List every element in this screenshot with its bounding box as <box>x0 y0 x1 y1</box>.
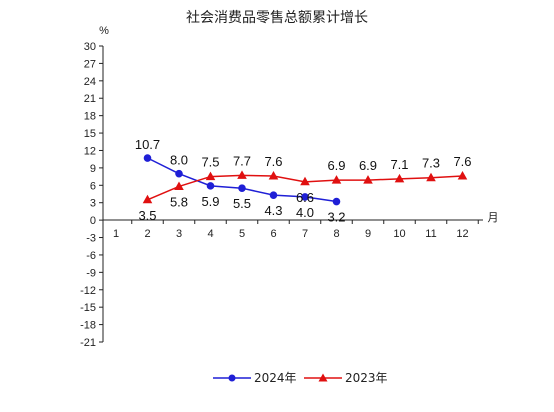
point-2023 <box>142 194 153 204</box>
x-tick-label: 12 <box>456 228 468 240</box>
y-tick-label: -12 <box>80 285 96 297</box>
x-tick-label: 6 <box>270 228 276 240</box>
legend-item-2023: 2023年 <box>304 371 388 385</box>
point-2024 <box>143 154 152 162</box>
x-tick-label: 5 <box>239 228 245 240</box>
data-label-2023: 7.7 <box>233 153 251 168</box>
y-tick-label: -21 <box>80 337 96 349</box>
data-label-2024: 5.5 <box>233 196 251 211</box>
data-label-2024: 5.9 <box>201 194 219 209</box>
data-label-2023: 7.6 <box>264 154 282 169</box>
data-label-2024: 4.0 <box>296 205 314 220</box>
y-tick-label: -3 <box>86 233 96 245</box>
x-tick-label: 7 <box>302 228 308 240</box>
x-tick-label: 2 <box>144 228 150 240</box>
data-label-2023: 5.8 <box>170 194 188 209</box>
data-label-2023: 7.6 <box>453 154 471 169</box>
y-tick-label: 27 <box>84 58 96 70</box>
y-tick-label: 24 <box>84 76 96 88</box>
y-tick-label: 12 <box>84 145 96 157</box>
y-tick-label: 18 <box>84 111 96 123</box>
y-tick-label: 3 <box>90 198 96 210</box>
x-axis-ticks: 1 2 3 4 5 6 7 8 9 10 11 12 <box>113 220 479 240</box>
y-axis-unit-label: % <box>99 25 109 37</box>
point-2023 <box>268 171 279 180</box>
series-layer <box>142 154 468 206</box>
point-2024 <box>238 184 246 192</box>
legend-2024-label: 2024年 <box>254 371 297 385</box>
x-axis-unit-label: 月 <box>488 212 499 224</box>
legend-2024-marker <box>228 374 236 382</box>
data-label-2024: 4.3 <box>264 203 282 218</box>
data-label-2023: 6.9 <box>359 158 377 173</box>
legend: 2024年 2023年 <box>213 371 388 385</box>
legend-2023-marker <box>318 373 328 382</box>
point-2023 <box>300 176 310 186</box>
x-tick-label: 10 <box>393 228 405 240</box>
y-tick-label: -9 <box>86 267 96 279</box>
point-2024 <box>175 169 183 178</box>
y-tick-label: -15 <box>80 302 96 314</box>
chart-title: 社会消费品零售总额累计增长 <box>186 10 368 26</box>
point-2023 <box>457 171 468 180</box>
data-label-2023: 7.5 <box>201 155 219 170</box>
data-label-2023: 6.6 <box>296 190 314 205</box>
point-2023 <box>237 170 247 179</box>
point-2024 <box>332 197 341 206</box>
data-label-2023: 7.1 <box>390 157 408 172</box>
point-2023 <box>426 172 436 182</box>
x-tick-label: 4 <box>207 228 213 240</box>
data-label-2023: 6.9 <box>327 158 345 173</box>
point-2023 <box>363 175 373 184</box>
data-label-2024: 3.2 <box>327 210 345 225</box>
x-tick-label: 8 <box>333 228 339 240</box>
y-tick-label: 0 <box>90 215 96 227</box>
point-2024 <box>269 191 278 199</box>
legend-item-2024: 2024年 <box>213 371 297 385</box>
point-2024 <box>301 193 309 201</box>
point-2023 <box>205 171 216 181</box>
y-tick-label: 15 <box>84 128 96 140</box>
point-2023 <box>331 175 342 184</box>
y-tick-label: -6 <box>86 250 96 262</box>
point-2024 <box>206 182 215 190</box>
legend-2023-label: 2023年 <box>345 371 388 385</box>
x-tick-label: 1 <box>113 228 119 240</box>
data-label-2023: 7.3 <box>422 156 440 171</box>
data-label-2024: 10.7 <box>135 137 160 152</box>
y-tick-label: 21 <box>84 93 96 105</box>
y-tick-label: 30 <box>84 41 96 53</box>
y-tick-label: 6 <box>90 180 96 192</box>
x-tick-label: 3 <box>176 228 182 240</box>
data-label-2024: 8.0 <box>170 153 188 168</box>
data-label-2023: 3.5 <box>138 208 156 223</box>
y-tick-label: -18 <box>80 320 96 332</box>
y-tick-label: 9 <box>90 163 96 175</box>
data-labels-layer: 10.7 8.0 5.9 5.5 4.3 4.0 3.2 3.5 5.8 7.5 7.7 7.6 6.6… <box>135 137 472 225</box>
point-2023 <box>174 181 184 190</box>
x-tick-label: 9 <box>365 228 371 240</box>
x-tick-label: 11 <box>425 228 436 240</box>
point-2023 <box>394 173 405 183</box>
